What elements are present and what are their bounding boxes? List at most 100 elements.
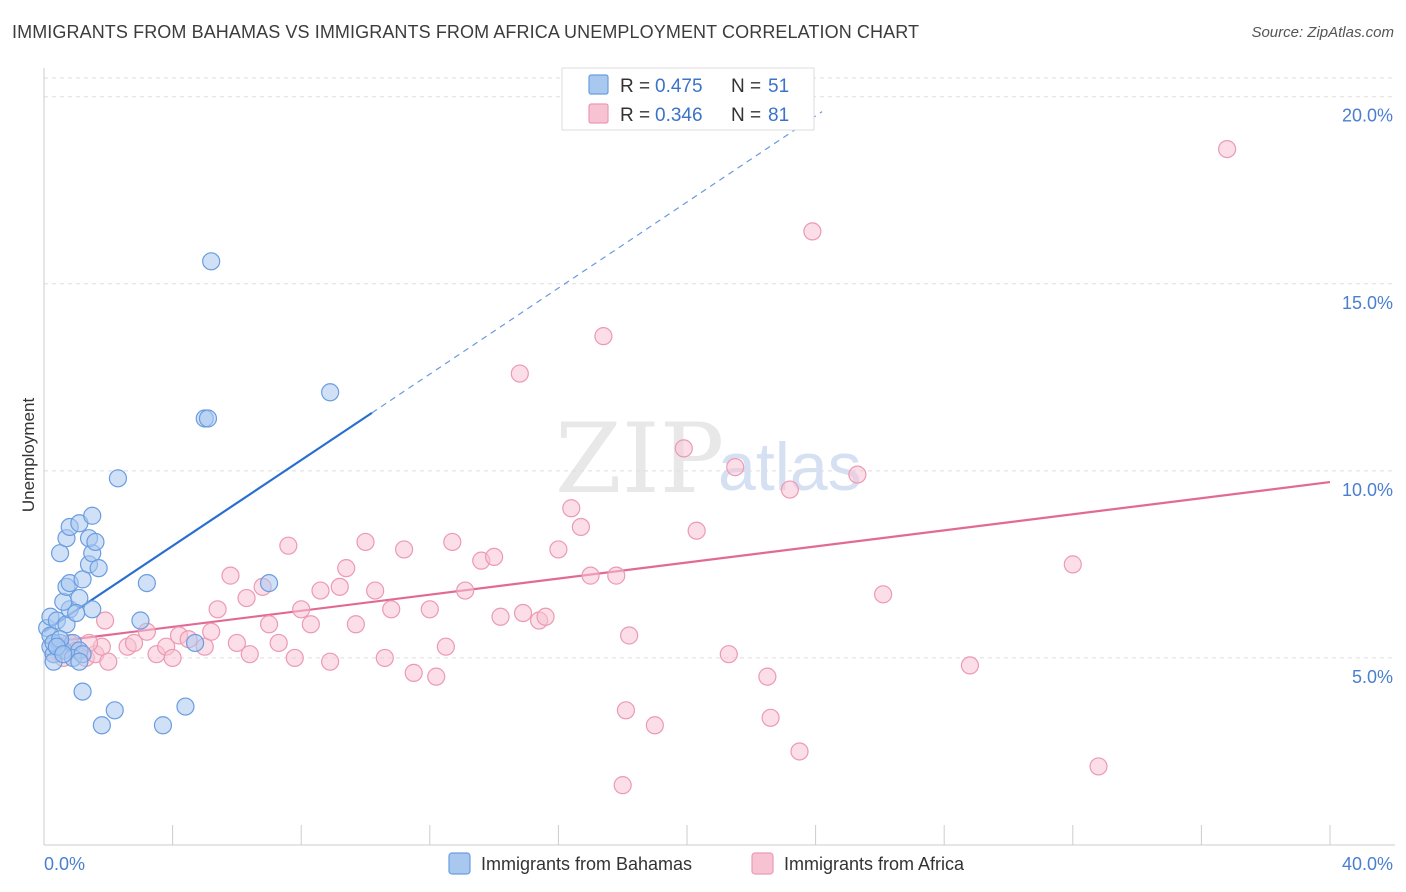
point-africa-36 — [337, 559, 356, 578]
y-tick-label-15: 15.0% — [1342, 293, 1393, 313]
point-africa-46 — [436, 637, 455, 656]
point-africa-23 — [227, 633, 246, 653]
point-africa-43 — [404, 663, 423, 682]
legend-n-label-africa: N = — [731, 105, 761, 126]
point-bahamas-24 — [83, 506, 102, 525]
chart-title: IMMIGRANTS FROM BAHAMAS VS IMMIGRANTS FR… — [12, 22, 920, 42]
point-bahamas-46 — [259, 573, 279, 593]
point-bahamas-49 — [54, 645, 73, 664]
point-africa-21 — [208, 600, 227, 619]
legend-r-label-africa: R = — [620, 105, 650, 126]
point-africa-35 — [330, 577, 349, 596]
point-africa-52 — [510, 364, 529, 383]
point-africa-71 — [761, 708, 780, 727]
point-africa-29 — [279, 536, 298, 555]
point-africa-48 — [456, 581, 475, 600]
point-africa-38 — [356, 532, 375, 552]
point-africa-41 — [382, 600, 401, 619]
point-africa-79 — [1089, 757, 1108, 776]
watermark: ZIP atlas — [555, 403, 862, 515]
point-africa-44 — [420, 600, 439, 619]
x-tick-label-max: 40.0% — [1342, 854, 1393, 874]
point-africa-50 — [485, 547, 504, 567]
point-africa-28 — [269, 633, 288, 653]
legend: R = 0.475 N = 51 R = 0.346 N = 81 — [561, 67, 815, 131]
point-bahamas-18 — [50, 544, 70, 563]
point-africa-37 — [346, 615, 365, 634]
y-tick-label-20: 20.0% — [1342, 106, 1393, 126]
bottom-legend-label-bahamas: Immigrants from Bahamas — [481, 854, 692, 874]
point-africa-60 — [594, 327, 613, 346]
point-africa-78 — [1063, 555, 1082, 574]
point-africa-39 — [366, 581, 385, 600]
point-africa-72 — [780, 480, 799, 499]
point-bahamas-50 — [67, 603, 86, 623]
point-bahamas-39 — [108, 469, 128, 488]
point-bahamas-37 — [105, 701, 124, 720]
point-bahamas-44 — [198, 409, 218, 428]
bottom-legend-swatch-africa — [751, 852, 774, 875]
point-bahamas-36 — [92, 716, 111, 735]
legend-swatch-africa — [588, 103, 609, 124]
point-bahamas-42 — [186, 633, 205, 653]
watermark-zip: ZIP — [555, 403, 724, 515]
point-africa-70 — [758, 667, 777, 686]
bottom-legend-swatch-bahamas — [448, 852, 471, 875]
source-label: Source: ZipAtlas.com — [1251, 24, 1394, 41]
point-africa-63 — [613, 776, 632, 795]
point-africa-45 — [427, 667, 446, 686]
trend-line-bahamas — [43, 411, 373, 633]
point-africa-32 — [301, 615, 320, 634]
legend-r-value-bahamas: 0.475 — [655, 76, 703, 97]
legend-n-value-africa: 81 — [768, 105, 789, 126]
legend-r-value-africa: 0.346 — [655, 105, 703, 126]
bottom-legend: Immigrants from Bahamas Immigrants from … — [448, 852, 965, 875]
axes: 5.0% 10.0% 15.0% 20.0% 0.0% 40.0% — [43, 68, 1395, 874]
legend-swatch-bahamas — [588, 74, 609, 95]
point-africa-68 — [719, 645, 738, 664]
point-africa-67 — [687, 521, 706, 540]
point-africa-56 — [549, 540, 568, 559]
point-africa-20 — [202, 622, 221, 641]
point-africa-40 — [375, 648, 394, 668]
trend-line-bahamas-extension — [371, 111, 823, 414]
point-africa-42 — [394, 540, 414, 559]
point-bahamas-35 — [73, 682, 92, 701]
point-africa-73 — [790, 742, 809, 761]
point-africa-69 — [726, 458, 745, 477]
point-africa-65 — [645, 716, 664, 735]
point-africa-62 — [620, 626, 639, 645]
point-africa-51 — [491, 607, 510, 626]
trend-line-africa — [43, 480, 1331, 645]
point-africa-7 — [99, 652, 118, 671]
x-tick-label-min: 0.0% — [44, 854, 85, 874]
grid — [44, 77, 1395, 659]
trend-lines — [43, 111, 1331, 645]
point-bahamas-31 — [70, 652, 89, 671]
point-bahamas-40 — [153, 716, 173, 735]
point-bahamas-15 — [73, 570, 92, 589]
point-africa-58 — [571, 517, 591, 537]
y-tick-label-5: 5.0% — [1352, 667, 1393, 687]
point-africa-31 — [292, 600, 311, 619]
point-africa-80 — [1218, 139, 1237, 159]
legend-r-label-bahamas: R = — [620, 76, 650, 97]
point-africa-77 — [960, 656, 980, 675]
legend-n-value-bahamas: 51 — [768, 76, 789, 97]
point-africa-66 — [674, 439, 693, 458]
point-africa-64 — [616, 701, 636, 720]
point-africa-55 — [536, 607, 555, 626]
point-africa-25 — [240, 645, 259, 664]
point-africa-30 — [285, 648, 304, 668]
point-africa-61 — [607, 566, 626, 585]
point-africa-16 — [163, 648, 182, 668]
point-bahamas-48 — [131, 611, 150, 630]
point-africa-33 — [311, 581, 330, 600]
point-bahamas-26 — [83, 600, 102, 619]
point-bahamas-41 — [176, 697, 195, 716]
point-africa-53 — [513, 603, 533, 623]
point-africa-57 — [562, 499, 581, 518]
y-axis-title: Unemployment — [19, 398, 38, 513]
